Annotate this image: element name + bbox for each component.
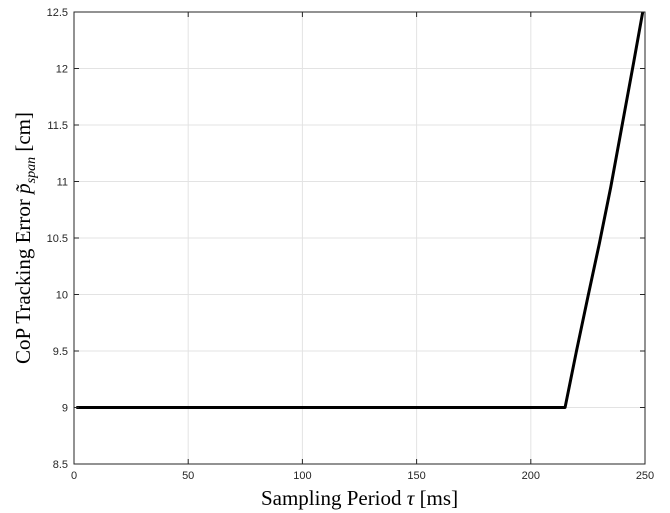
y-tick-label-6: 11.5 bbox=[47, 120, 68, 132]
y-tick-label-8: 12.5 bbox=[47, 7, 68, 19]
axes bbox=[73, 11, 646, 465]
y-tick-label-3: 10 bbox=[56, 290, 68, 302]
x-tick-label-1: 50 bbox=[182, 470, 194, 482]
y-axis-label: CoP Tracking Error p̃span [cm] bbox=[11, 112, 39, 364]
x-tick-label-3: 150 bbox=[407, 470, 425, 482]
x-tick-label-2: 100 bbox=[293, 470, 311, 482]
series-line-0 bbox=[76, 11, 645, 409]
x-tick-label-4: 200 bbox=[522, 470, 540, 482]
series-group bbox=[76, 11, 645, 409]
y-tick-label-1: 9 bbox=[62, 403, 68, 415]
y-tick-label-2: 9.5 bbox=[53, 346, 68, 358]
x-tick-labels: 0 50 100 150 200 250 bbox=[71, 470, 654, 482]
y-tick-label-4: 10.5 bbox=[47, 233, 68, 245]
x-axis-label: Sampling Period τ [ms] bbox=[261, 486, 458, 510]
y-tick-label-7: 12 bbox=[56, 64, 68, 76]
y-tick-label-5: 11 bbox=[57, 177, 68, 189]
y-tick-label-0: 8.5 bbox=[53, 459, 68, 471]
y-tick-labels: 8.5 9 9.5 10 10.5 11 11.5 12 12.5 bbox=[47, 7, 68, 471]
x-tick-label-5: 250 bbox=[636, 470, 654, 482]
x-tick-label-0: 0 bbox=[71, 470, 77, 482]
grid bbox=[74, 12, 645, 464]
